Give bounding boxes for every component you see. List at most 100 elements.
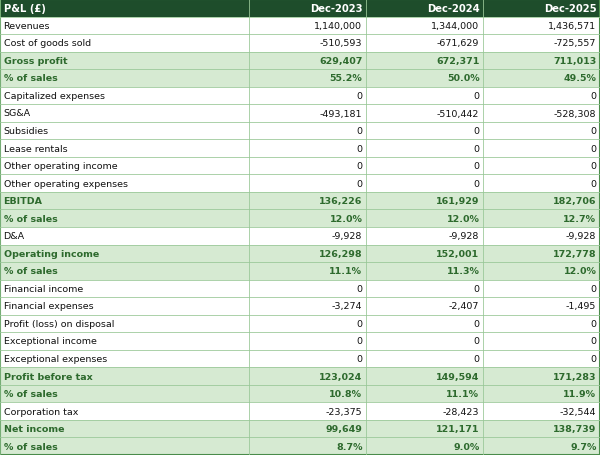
Bar (249, 245, 366, 263)
Bar (483, 17, 600, 35)
Text: 0: 0 (473, 127, 479, 136)
Text: 99,649: 99,649 (326, 424, 362, 433)
Text: 161,929: 161,929 (436, 197, 479, 206)
Text: 138,739: 138,739 (553, 424, 596, 433)
Text: -28,423: -28,423 (443, 407, 479, 416)
Bar (483, 403, 600, 420)
Bar (483, 315, 600, 333)
Text: 0: 0 (590, 127, 596, 136)
Bar (0, 52, 249, 70)
Text: Financial income: Financial income (4, 284, 83, 293)
Text: 0: 0 (590, 179, 596, 188)
Text: 49.5%: 49.5% (563, 74, 596, 83)
Bar (366, 122, 483, 140)
Text: -9,928: -9,928 (449, 232, 479, 241)
Bar (366, 228, 483, 245)
Text: 126,298: 126,298 (319, 249, 362, 258)
Text: 1,436,571: 1,436,571 (548, 22, 596, 31)
Text: 0: 0 (356, 127, 362, 136)
Bar (249, 420, 366, 438)
Bar (483, 157, 600, 175)
Bar (249, 403, 366, 420)
Text: Exceptional income: Exceptional income (4, 337, 97, 346)
Bar (0, 315, 249, 333)
Bar (249, 438, 366, 455)
Bar (483, 280, 600, 298)
Text: 0: 0 (356, 162, 362, 171)
Text: Financial expenses: Financial expenses (4, 302, 93, 311)
Bar (0, 333, 249, 350)
Bar (483, 35, 600, 52)
Text: 0: 0 (356, 144, 362, 153)
Text: Corporation tax: Corporation tax (4, 407, 78, 416)
Bar (0, 17, 249, 35)
Bar (366, 105, 483, 122)
Text: 11.3%: 11.3% (446, 267, 479, 276)
Bar (0, 368, 249, 385)
Bar (483, 0, 600, 17)
Text: % of sales: % of sales (4, 214, 58, 223)
Bar (483, 333, 600, 350)
Text: 0: 0 (473, 92, 479, 101)
Text: Revenues: Revenues (4, 22, 50, 31)
Text: Lease rentals: Lease rentals (4, 144, 67, 153)
Text: 152,001: 152,001 (436, 249, 479, 258)
Bar (249, 298, 366, 315)
Bar (0, 157, 249, 175)
Bar (366, 315, 483, 333)
Text: -2,407: -2,407 (449, 302, 479, 311)
Text: Profit before tax: Profit before tax (4, 372, 92, 381)
Text: Other operating income: Other operating income (4, 162, 117, 171)
Text: -510,442: -510,442 (437, 109, 479, 118)
Text: 0: 0 (356, 92, 362, 101)
Bar (249, 122, 366, 140)
Bar (366, 385, 483, 403)
Bar (483, 122, 600, 140)
Text: D&A: D&A (4, 232, 25, 241)
Bar (0, 35, 249, 52)
Text: 0: 0 (590, 319, 596, 328)
Text: 0: 0 (590, 354, 596, 363)
Text: 672,371: 672,371 (436, 57, 479, 66)
Bar (249, 175, 366, 192)
Bar (366, 140, 483, 157)
Text: -32,544: -32,544 (560, 407, 596, 416)
Text: 12.0%: 12.0% (329, 214, 362, 223)
Bar (249, 157, 366, 175)
Text: -528,308: -528,308 (554, 109, 596, 118)
Bar (0, 175, 249, 192)
Text: 0: 0 (590, 162, 596, 171)
Bar (249, 350, 366, 368)
Text: 0: 0 (356, 354, 362, 363)
Text: % of sales: % of sales (4, 74, 58, 83)
Text: 12.0%: 12.0% (563, 267, 596, 276)
Text: 11.9%: 11.9% (563, 389, 596, 398)
Text: % of sales: % of sales (4, 389, 58, 398)
Bar (366, 438, 483, 455)
Text: -3,274: -3,274 (332, 302, 362, 311)
Bar (483, 385, 600, 403)
Text: 0: 0 (473, 354, 479, 363)
Bar (0, 192, 249, 210)
Text: 12.7%: 12.7% (563, 214, 596, 223)
Bar (0, 122, 249, 140)
Bar (249, 315, 366, 333)
Bar (0, 70, 249, 87)
Text: 11.1%: 11.1% (329, 267, 362, 276)
Text: 0: 0 (473, 144, 479, 153)
Bar (249, 228, 366, 245)
Text: -725,557: -725,557 (554, 39, 596, 48)
Text: 10.8%: 10.8% (329, 389, 362, 398)
Text: Dec-2024: Dec-2024 (427, 4, 479, 14)
Bar (483, 298, 600, 315)
Bar (366, 280, 483, 298)
Bar (483, 52, 600, 70)
Bar (366, 157, 483, 175)
Text: 136,226: 136,226 (319, 197, 362, 206)
Text: 9.7%: 9.7% (570, 442, 596, 451)
Bar (366, 17, 483, 35)
Text: 0: 0 (473, 162, 479, 171)
Bar (0, 263, 249, 280)
Bar (0, 385, 249, 403)
Bar (249, 52, 366, 70)
